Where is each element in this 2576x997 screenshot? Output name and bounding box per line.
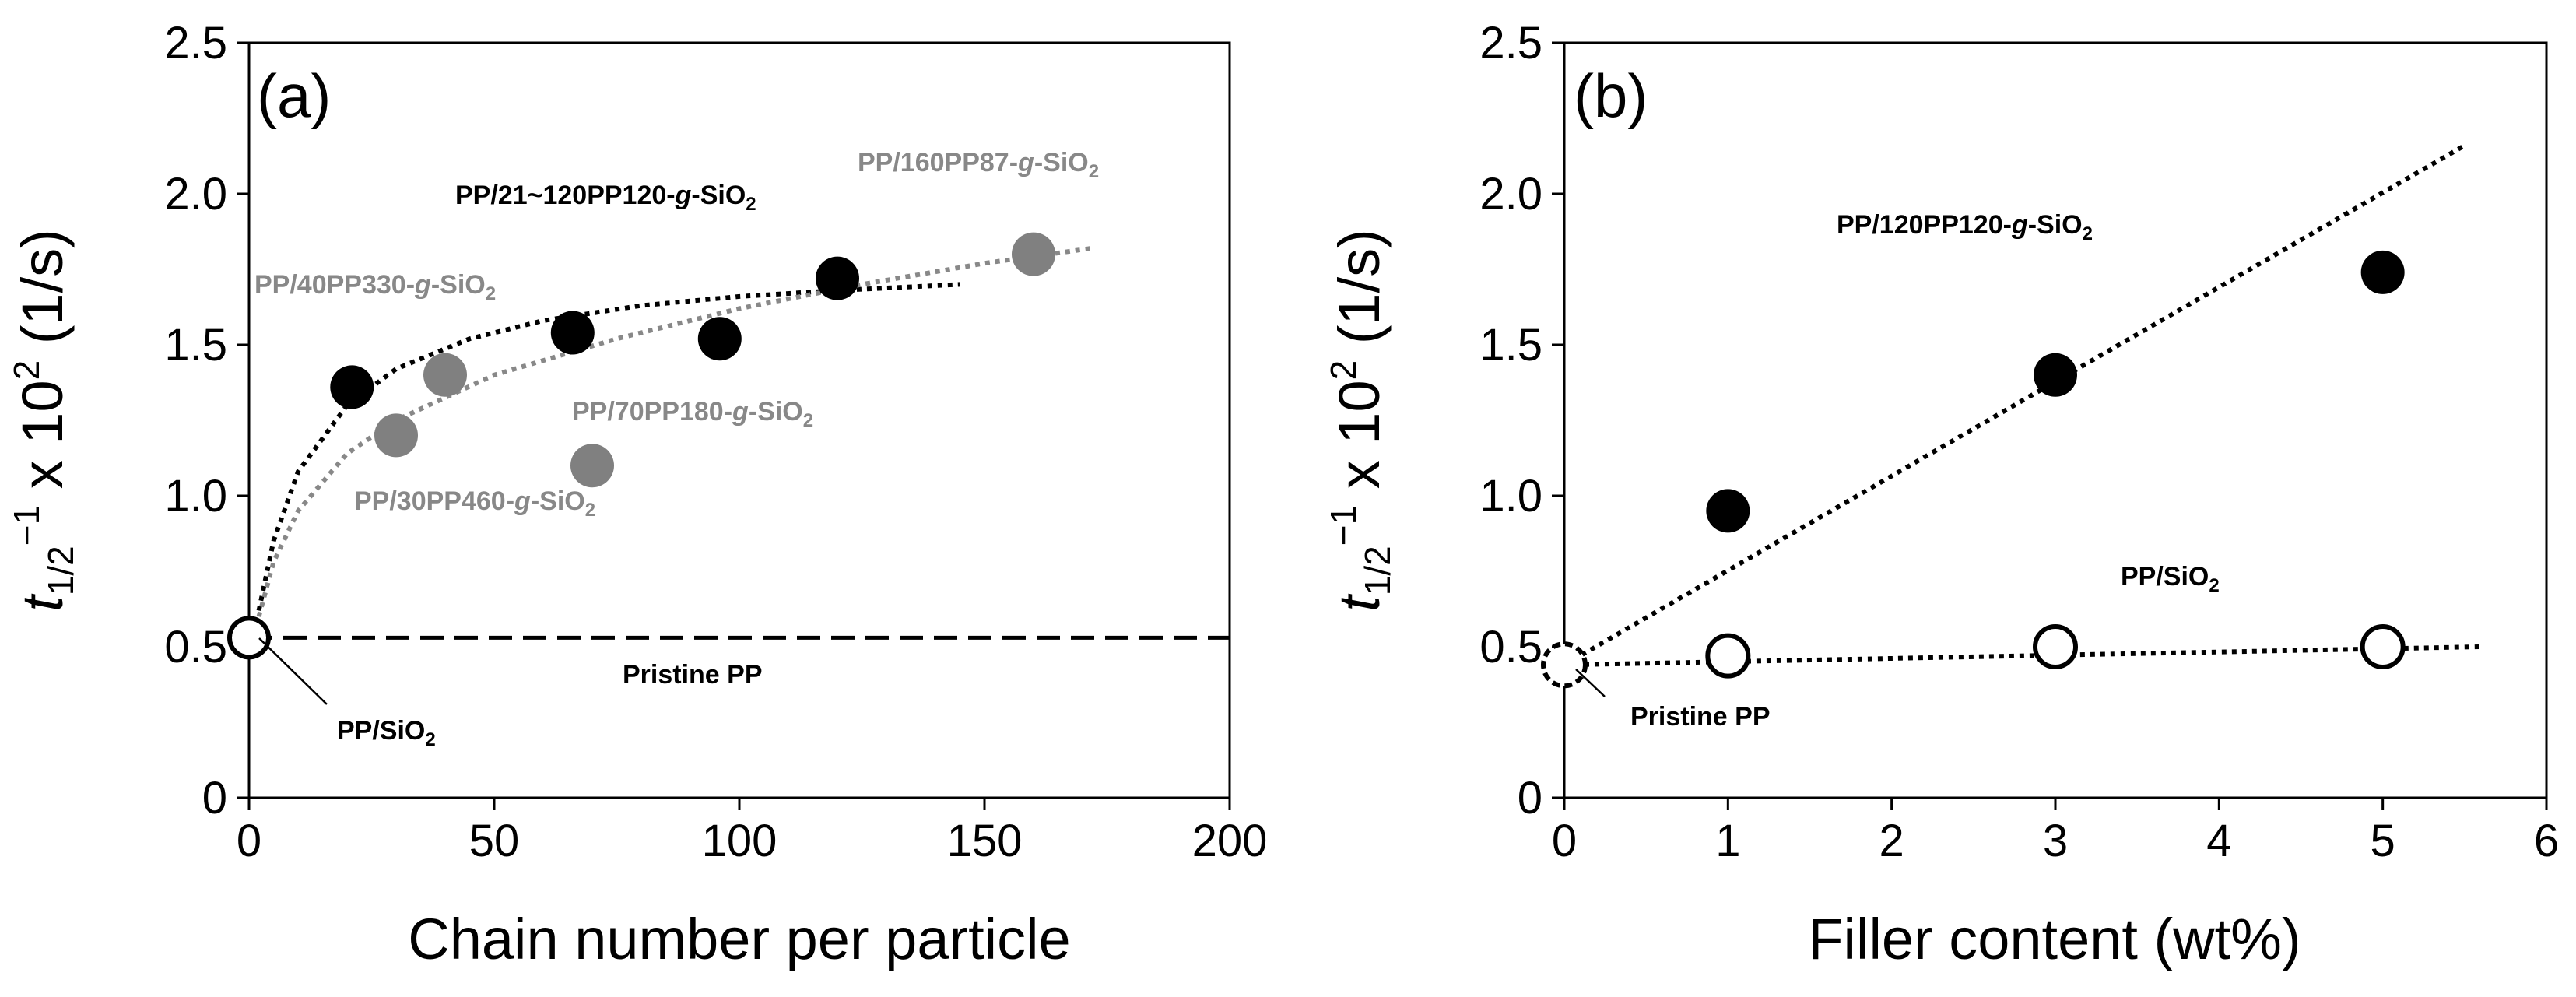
annotation-pp-sio2: PP/SiO2: [337, 716, 436, 750]
black-series-points: [330, 256, 859, 409]
panel-b-plot-frame: [1563, 41, 2548, 799]
annotation-pp-sio2: PP/SiO2: [2121, 562, 2220, 596]
y-title-sup2: 2: [1323, 360, 1363, 381]
y-title-unit: (1/s): [10, 229, 75, 360]
pp-sio2-series-points: [1705, 624, 2406, 679]
y-title-exp: −1: [6, 505, 47, 546]
y-title-times: x 10: [10, 380, 75, 504]
data-point: [2033, 624, 2078, 669]
panel-a-y-tick-label: 2.5: [164, 18, 227, 68]
panel-b-x-tick-label: 5: [2371, 816, 2395, 866]
panel-b-y-axis-title: t1/2−1 x 102 (1/s): [1323, 229, 1398, 612]
data-point: [570, 444, 614, 488]
annotation-grafted: PP/120PP120-g-SiO2: [1837, 210, 2093, 244]
annotation-pp30: PP/30PP460-g-SiO2: [354, 486, 595, 521]
panel-b-y-tick-label: 1.0: [1479, 471, 1542, 521]
panel-a-x-tick-label: 0: [237, 816, 261, 866]
panel-b-x-axis-title: Filler content (wt%): [1808, 907, 2301, 971]
annotation-pp40: PP/40PP330-g-SiO2: [254, 270, 496, 304]
panel-a-x-tick-label: 200: [1192, 816, 1268, 866]
black-series-trend-curve: [256, 282, 960, 612]
panel-a-x-tick-label: 100: [702, 816, 777, 866]
data-point: [2034, 353, 2077, 397]
panel-b-x-tick-label: 6: [2534, 816, 2559, 866]
gray-series-trend-curve: [256, 245, 1093, 617]
data-point: [227, 616, 271, 660]
panel-a-y-tick-label: 1.5: [164, 320, 227, 370]
y-title-sub: 1/2: [40, 546, 81, 595]
panel-a-x-tick-label: 50: [469, 816, 520, 866]
pp-sio2-trend-line: [1563, 644, 2481, 668]
svg-text:t1/2−1 x 102 (1/s): t1/2−1 x 102 (1/s): [1323, 229, 1398, 612]
panel-b-x-tick-label: 0: [1552, 816, 1577, 866]
panel-a-label: (a): [257, 61, 331, 130]
data-point: [1706, 489, 1750, 533]
panel-b-y-tick-label: 1.5: [1479, 320, 1542, 370]
y-title-t: t: [10, 593, 75, 612]
y-title-unit: (1/s): [1327, 229, 1392, 360]
panel-b-y-tick-label: 2.5: [1479, 18, 1542, 68]
data-point: [550, 311, 595, 355]
grafted-trend-line: [1563, 143, 2466, 667]
panel-b-x-tick-label: 3: [2043, 816, 2068, 866]
annotation-pp70: PP/70PP180-g-SiO2: [572, 397, 813, 431]
panel-a-x-axis-title: Chain number per particle: [408, 907, 1070, 971]
panel-b-y-tick-label: 2.0: [1479, 169, 1542, 219]
data-point: [2360, 250, 2405, 294]
data-point: [1541, 641, 1588, 689]
annotation-pristine-pp: Pristine PP: [623, 660, 763, 690]
panel-a-y-tick-label: 0.5: [164, 622, 227, 672]
y-title-sub: 1/2: [1357, 546, 1398, 595]
grafted-series-points: [1706, 250, 2405, 533]
annotation-black-series: PP/21~120PP120-g-SiO2: [455, 181, 756, 215]
y-title-times: x 10: [1327, 380, 1392, 504]
y-title-exp: −1: [1323, 505, 1363, 546]
data-point: [374, 413, 418, 458]
data-point: [423, 353, 467, 397]
panel-a-y-tick-label: 1.0: [164, 471, 227, 521]
panel-b: 0 0.5 1.0 1.5 2.0 2.5 0 1 2 3 4 5 6 (b) t1/2−1 x 10…: [1323, 18, 2559, 971]
data-point: [330, 365, 374, 409]
y-title-t: t: [1327, 593, 1392, 612]
data-point: [697, 317, 742, 361]
panel-b-x-tick-label: 4: [2206, 816, 2231, 866]
annotation-pristine-pp: Pristine PP: [1630, 702, 1771, 732]
y-title-sup2: 2: [6, 360, 47, 381]
pristine-pp-point: [1541, 641, 1588, 689]
panel-b-y-ticks: 0 0.5 1.0 1.5 2.0 2.5: [1479, 18, 1564, 823]
gray-series-points: [374, 232, 1055, 488]
panel-a-x-tick-label: 150: [947, 816, 1023, 866]
pp-sio2-leader-line: [258, 637, 328, 705]
pristine-leader-line: [1575, 669, 1606, 697]
panel-b-y-tick-label: 0.5: [1479, 622, 1542, 672]
panel-b-y-tick-label: 0: [1518, 773, 1542, 823]
data-point: [1012, 232, 1055, 276]
data-point: [2360, 624, 2406, 669]
panel-a: 0 0.5 1.0 1.5 2.0 2.5 0 50 100 150 200 (a) t1/2−1…: [6, 18, 1267, 971]
panel-b-x-tick-label: 2: [1879, 816, 1904, 866]
panel-a-y-axis-title: t1/2−1 x 102 (1/s): [6, 229, 81, 612]
annotation-pp160: PP/160PP87-g-SiO2: [858, 148, 1099, 182]
data-point: [816, 256, 859, 300]
panel-b-label: (b): [1574, 61, 1648, 130]
panel-a-y-tick-label: 0: [202, 773, 227, 823]
data-point: [1705, 633, 1751, 679]
panel-b-x-tick-label: 1: [1715, 816, 1740, 866]
panel-a-x-ticks: 0 50 100 150 200: [237, 798, 1268, 866]
panel-a-y-tick-label: 2.0: [164, 169, 227, 219]
panel-b-x-ticks: 0 1 2 3 4 5 6: [1552, 798, 2559, 866]
svg-text:t1/2−1 x 102 (1/s): t1/2−1 x 102 (1/s): [6, 229, 81, 612]
pp-sio2-open-point: [227, 616, 271, 660]
panel-a-y-ticks: 0 0.5 1.0 1.5 2.0 2.5: [164, 18, 249, 823]
